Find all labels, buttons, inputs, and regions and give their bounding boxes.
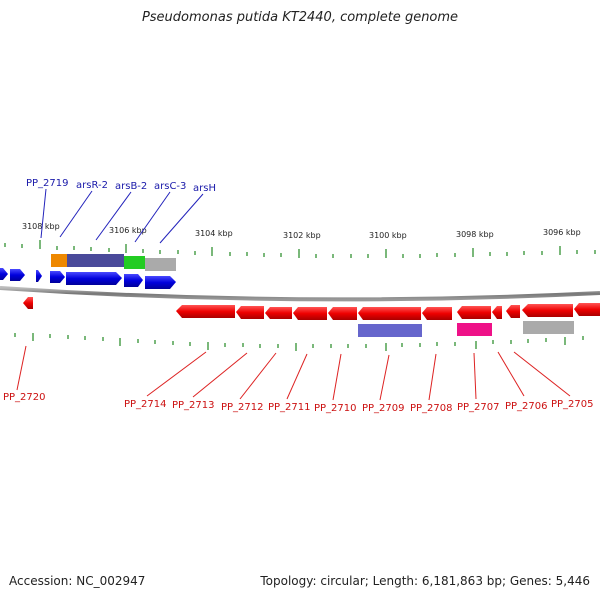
gene-label: PP_2710 (314, 403, 357, 414)
feature-bar-gray (523, 321, 574, 334)
gene-label: PP_2708 (410, 403, 453, 414)
ruler-label: 3096 kbp (543, 228, 581, 237)
gene-label: PP_2719 (26, 178, 69, 189)
accession-text: Accession: NC_002947 (9, 574, 146, 588)
gene-arrow-forward (50, 271, 65, 283)
gene-label: PP_2720 (3, 392, 46, 403)
genome-backbone (0, 286, 600, 302)
feature-bar-purple (67, 254, 124, 267)
gene-arrow-reverse (522, 304, 573, 317)
bottom-label-lines (16, 345, 571, 401)
reverse-genes (23, 297, 600, 320)
top-label-lines (40, 188, 204, 244)
ruler-label: 3104 kbp (195, 229, 233, 238)
gene-label: PP_2706 (505, 401, 548, 412)
gene-label: PP_2709 (362, 403, 405, 414)
ruler-label: 3102 kbp (283, 231, 321, 240)
gene-arrow-reverse (328, 307, 357, 320)
gene-label: arsR-2 (76, 180, 108, 191)
feature-bar-magenta (457, 323, 492, 336)
gene-arrow-forward (66, 272, 122, 285)
gene-label: arsB-2 (115, 181, 147, 192)
gene-arrow-forward (36, 270, 42, 282)
feature-bar-green (124, 256, 145, 269)
forward-genes (0, 268, 176, 289)
gene-arrow-forward (0, 268, 8, 280)
gene-label: PP_2707 (457, 402, 500, 413)
ruler-label: 3100 kbp (369, 231, 407, 240)
gene-label: PP_2711 (268, 402, 311, 413)
gene-arrow-forward (124, 274, 143, 287)
ruler-label: 3106 kbp (109, 226, 147, 235)
feature-bar-orange (51, 254, 67, 267)
gene-arrow-reverse (293, 307, 327, 320)
gene-label: PP_2712 (221, 402, 264, 413)
gene-arrow-reverse (176, 305, 235, 318)
feature-bar-gray (145, 258, 176, 271)
bottom-ticks (14, 333, 584, 351)
gene-arrow-reverse (506, 305, 520, 318)
feature-bar-violet (358, 324, 422, 337)
gene-arrow-reverse (265, 307, 292, 319)
gene-arrow-forward (145, 276, 176, 289)
chart-title: Pseudomonas putida KT2440, complete geno… (141, 10, 459, 25)
top-ticks (4, 240, 596, 258)
gene-arrow-reverse (358, 307, 421, 320)
gene-arrow-reverse (574, 303, 600, 316)
ruler-label: 3098 kbp (456, 230, 494, 239)
gene-arrow-forward (10, 269, 25, 281)
ruler-label: 3108 kbp (22, 222, 60, 231)
gene-arrow-reverse (236, 306, 264, 319)
gene-label: PP_2705 (551, 399, 594, 410)
gene-arrow-reverse (422, 307, 452, 320)
gene-arrow-reverse (23, 297, 33, 309)
genome-summary-text: Topology: circular; Length: 6,181,863 bp… (260, 574, 590, 588)
gene-label: arsH (193, 183, 216, 194)
gene-label: PP_2713 (172, 400, 215, 411)
gene-arrow-reverse (492, 306, 502, 319)
gene-label: PP_2714 (124, 399, 167, 410)
gene-label: arsC-3 (154, 181, 186, 192)
gene-arrow-reverse (457, 306, 491, 319)
